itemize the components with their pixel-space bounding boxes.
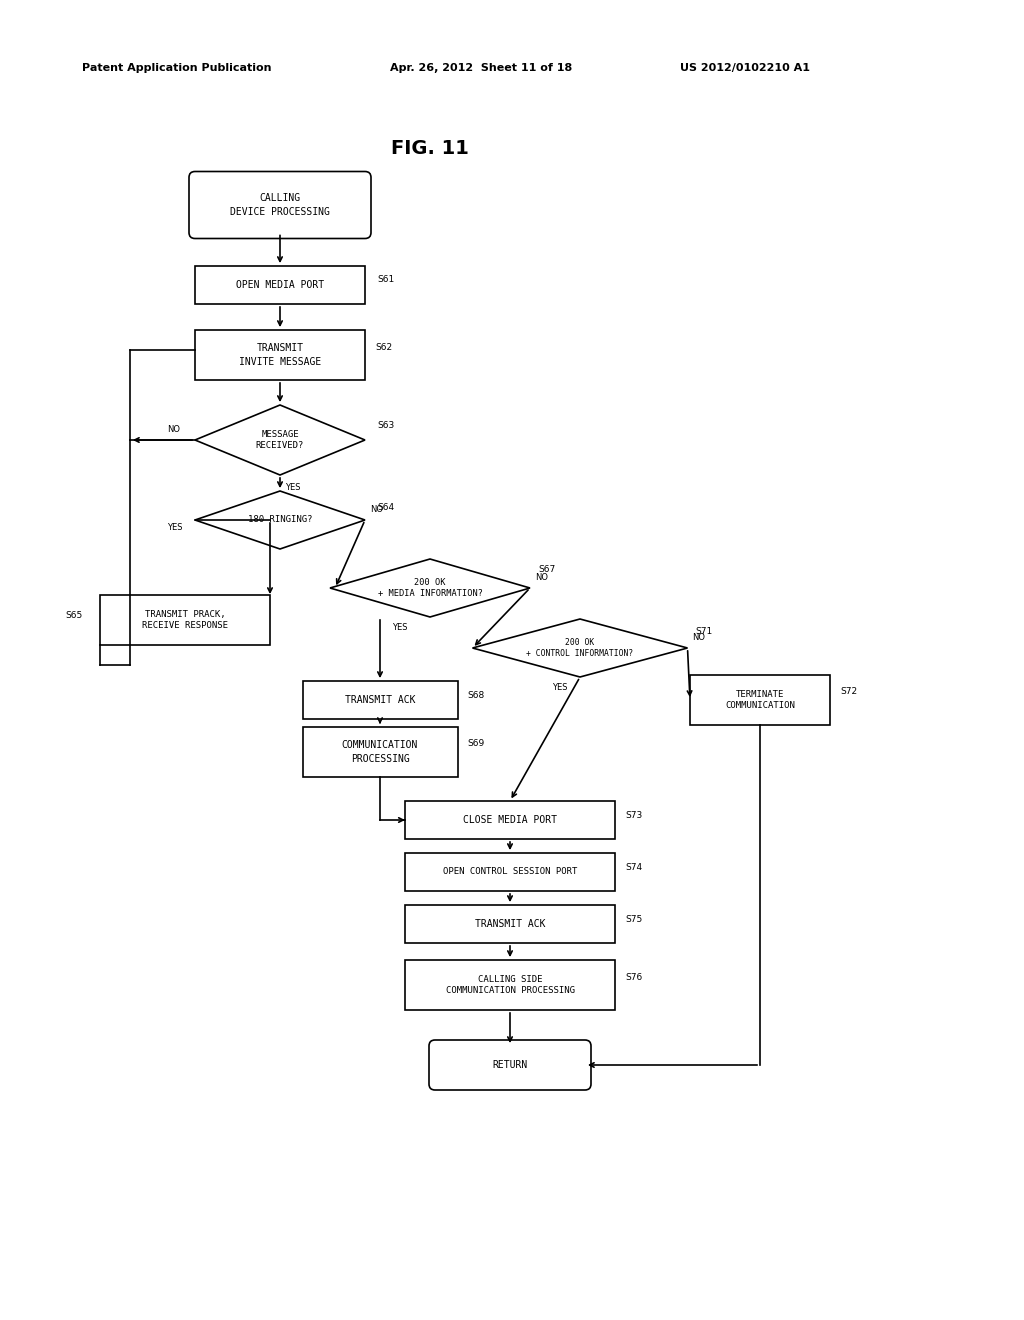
Bar: [406, 906, 615, 942]
Bar: [690, 675, 830, 725]
Text: S75: S75: [625, 915, 642, 924]
Text: TRANSMIT ACK: TRANSMIT ACK: [475, 919, 545, 929]
Text: NO: NO: [535, 573, 548, 582]
Text: YES: YES: [285, 483, 300, 491]
Bar: [406, 801, 615, 840]
Polygon shape: [330, 558, 530, 616]
Text: 180 RINGING?: 180 RINGING?: [248, 516, 312, 524]
Text: S73: S73: [625, 810, 642, 820]
Text: S69: S69: [468, 739, 484, 748]
Text: COMMUNICATION
PROCESSING: COMMUNICATION PROCESSING: [342, 741, 418, 763]
Text: S67: S67: [538, 565, 555, 574]
Text: NO: NO: [370, 506, 383, 515]
Text: US 2012/0102210 A1: US 2012/0102210 A1: [680, 63, 810, 73]
Text: TRANSMIT ACK: TRANSMIT ACK: [345, 696, 416, 705]
FancyBboxPatch shape: [189, 172, 371, 239]
Text: 200 OK
+ MEDIA INFORMATION?: 200 OK + MEDIA INFORMATION?: [378, 578, 482, 598]
Text: RETURN: RETURN: [493, 1060, 527, 1071]
Text: TERMINATE
COMMUNICATION: TERMINATE COMMUNICATION: [725, 689, 795, 710]
FancyBboxPatch shape: [429, 1040, 591, 1090]
Bar: [302, 727, 458, 777]
Text: S61: S61: [377, 276, 394, 285]
Text: S74: S74: [625, 862, 642, 871]
Polygon shape: [195, 491, 365, 549]
Bar: [406, 853, 615, 891]
Text: S64: S64: [377, 503, 394, 512]
Text: FIG. 11: FIG. 11: [391, 139, 469, 157]
Text: Patent Application Publication: Patent Application Publication: [82, 63, 271, 73]
Bar: [302, 681, 458, 719]
Text: S71: S71: [695, 627, 713, 636]
Text: S76: S76: [625, 973, 642, 982]
Bar: [195, 330, 365, 380]
Text: YES: YES: [552, 682, 567, 692]
Polygon shape: [195, 405, 365, 475]
Text: S68: S68: [468, 690, 484, 700]
Text: OPEN CONTROL SESSION PORT: OPEN CONTROL SESSION PORT: [442, 867, 578, 876]
Bar: [195, 267, 365, 304]
Text: CALLING SIDE
COMMUNICATION PROCESSING: CALLING SIDE COMMUNICATION PROCESSING: [445, 974, 574, 995]
Text: S63: S63: [377, 421, 394, 429]
Text: CALLING
DEVICE PROCESSING: CALLING DEVICE PROCESSING: [230, 194, 330, 216]
Bar: [100, 595, 270, 645]
Text: 200 OK
+ CONTROL INFORMATION?: 200 OK + CONTROL INFORMATION?: [526, 638, 634, 659]
Text: NO: NO: [692, 634, 706, 643]
Text: MESSAGE
RECEIVED?: MESSAGE RECEIVED?: [256, 429, 304, 450]
Text: TRANSMIT
INVITE MESSAGE: TRANSMIT INVITE MESSAGE: [239, 343, 322, 367]
Text: NO: NO: [167, 425, 180, 434]
Text: YES: YES: [392, 623, 408, 631]
Text: YES: YES: [167, 524, 182, 532]
Text: S72: S72: [840, 688, 857, 697]
Text: S62: S62: [375, 342, 392, 351]
Bar: [406, 960, 615, 1010]
Polygon shape: [472, 619, 687, 677]
Text: OPEN MEDIA PORT: OPEN MEDIA PORT: [236, 280, 324, 290]
Text: TRANSMIT PRACK,
RECEIVE RESPONSE: TRANSMIT PRACK, RECEIVE RESPONSE: [142, 610, 228, 631]
Text: CLOSE MEDIA PORT: CLOSE MEDIA PORT: [463, 814, 557, 825]
Text: Apr. 26, 2012  Sheet 11 of 18: Apr. 26, 2012 Sheet 11 of 18: [390, 63, 572, 73]
Text: S65: S65: [65, 610, 82, 619]
